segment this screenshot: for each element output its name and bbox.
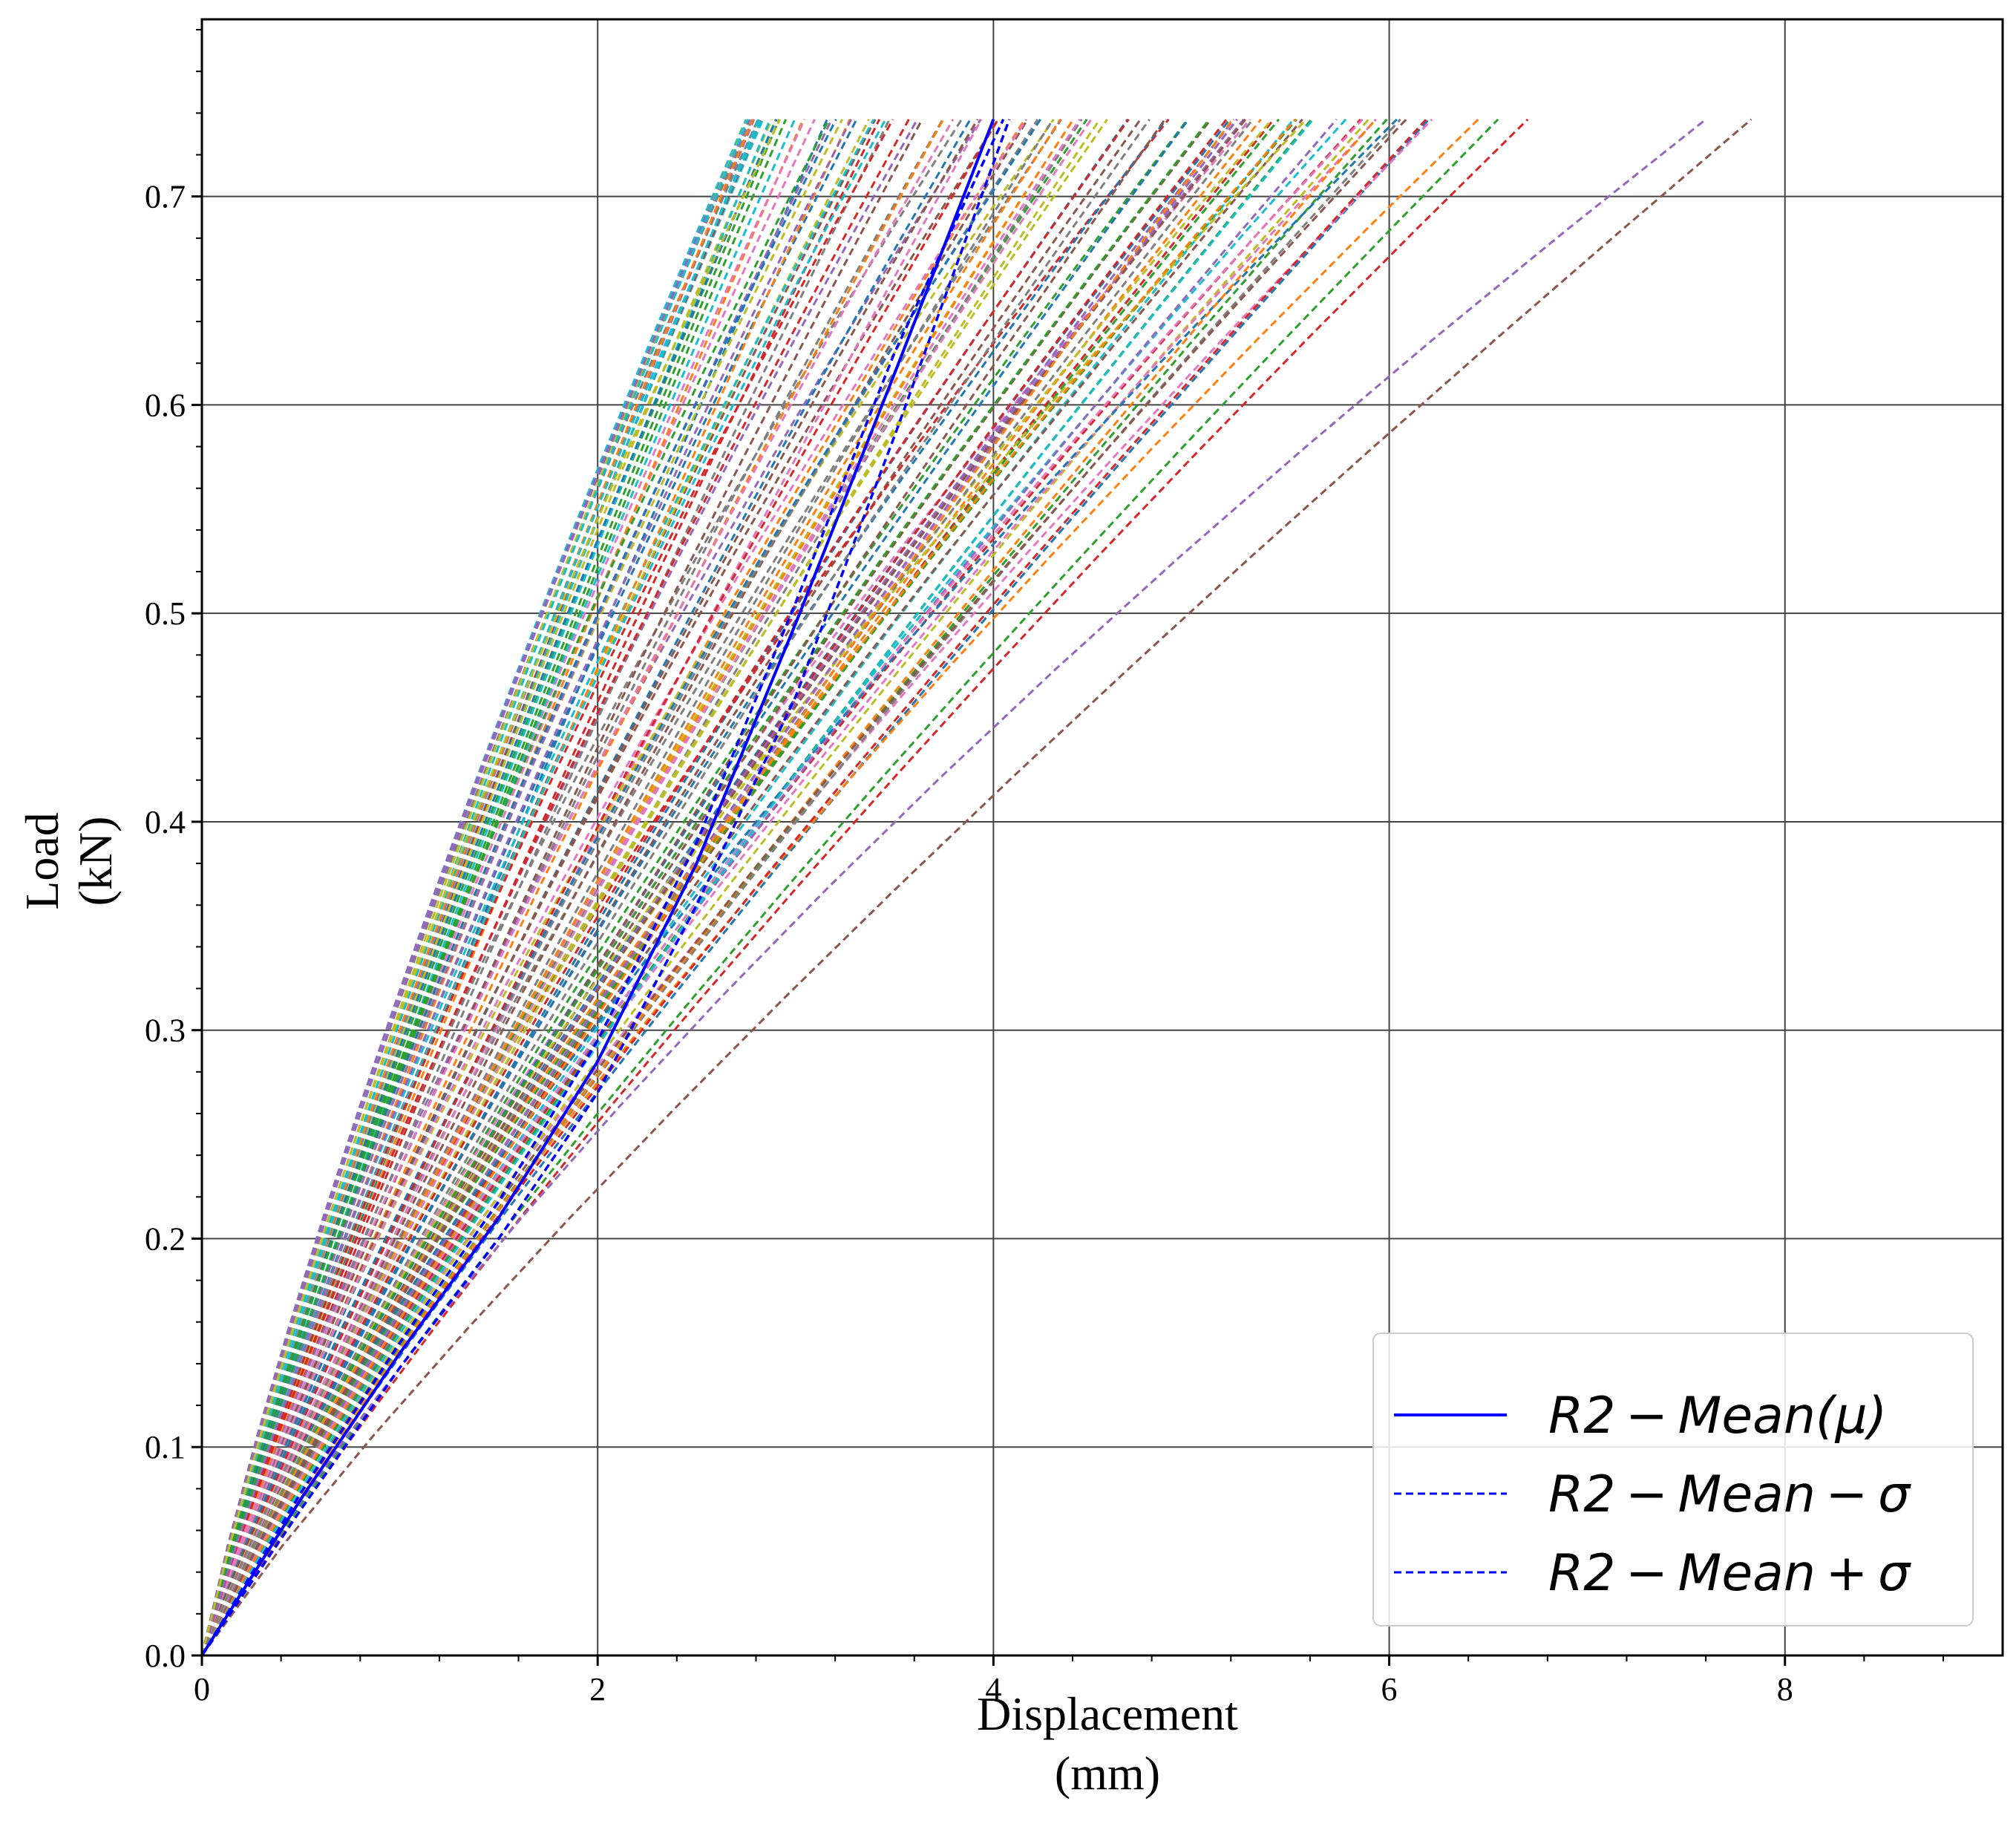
sample-curve <box>202 118 1295 1655</box>
plot-frame <box>200 18 2004 1657</box>
sample-curve <box>202 118 1362 1655</box>
series-line-0 <box>202 119 995 1655</box>
sample-curve <box>202 118 1129 1655</box>
x-tick-label: 2 <box>589 1671 606 1707</box>
x-axis-title: Displacement <box>977 1687 1238 1740</box>
series-line-2 <box>202 119 1005 1655</box>
sample-curve <box>202 118 1108 1655</box>
sample-curve <box>202 118 1168 1655</box>
x-tick-label: 6 <box>1381 1671 1398 1707</box>
x-tick-label: 4 <box>985 1671 1001 1707</box>
sample-curve <box>202 119 894 1655</box>
y-axis-title: Load <box>16 812 68 910</box>
sample-curve <box>202 118 1151 1655</box>
sample-curve <box>202 119 955 1655</box>
legend-label-mean-minus-sigma: R2 − Mean − σ <box>1548 1465 1911 1524</box>
sample-curve <box>202 118 1247 1655</box>
sample-curve <box>202 118 1315 1655</box>
legend-label-mean-plus-sigma: R2 − Mean + σ <box>1548 1544 1911 1603</box>
y-axis-unit: (kN) <box>69 817 122 906</box>
sample-curve <box>202 118 1430 1655</box>
sample-curve <box>202 118 1752 1655</box>
legend-label-mean: R2 − Mean(μ) <box>1548 1387 1887 1445</box>
sample-curve <box>202 118 1377 1655</box>
y-tick-label: 0.5 <box>145 595 186 632</box>
y-tick-label: 0.4 <box>145 804 186 840</box>
statistic-curves <box>202 119 1011 1655</box>
sample-curve <box>202 119 1029 1655</box>
sample-curve <box>202 118 1081 1655</box>
sample-curve <box>202 118 1101 1655</box>
sample-curve <box>202 119 805 1655</box>
sample-curve <box>202 118 1254 1655</box>
y-tick-label: 0.0 <box>145 1638 186 1674</box>
legend: R2 − Mean(μ) R2 − Mean − σ R2 − Mean + σ <box>1372 1333 1974 1627</box>
sample-curve <box>202 119 781 1655</box>
sample-curve <box>202 118 1028 1655</box>
sample-curve <box>202 119 751 1655</box>
sample-curve <box>202 118 1075 1655</box>
sample-curve <box>202 118 1297 1655</box>
y-tick-label: 0.2 <box>145 1220 186 1257</box>
sample-curve <box>202 119 875 1655</box>
y-tick-label: 0.6 <box>145 387 186 423</box>
sample-curve <box>202 119 923 1655</box>
sample-curve <box>202 119 831 1655</box>
y-tick-label: 0.7 <box>145 179 186 215</box>
sample-curve <box>202 118 1075 1655</box>
sample-curve <box>202 118 1041 1655</box>
sample-curve <box>202 119 999 1655</box>
sample-curve <box>202 118 1364 1655</box>
sample-curve <box>202 118 1211 1655</box>
legend-box <box>1372 1333 1974 1627</box>
y-tick-label: 0.1 <box>145 1429 186 1465</box>
sample-curve <box>202 119 910 1655</box>
sample-curve <box>202 119 858 1655</box>
sample-curve <box>202 118 1707 1655</box>
x-axis-unit: (mm) <box>1055 1747 1160 1799</box>
sample-curve <box>202 119 919 1655</box>
axis-ticks <box>192 29 1945 1666</box>
sample-curve <box>202 119 853 1655</box>
sample-curve <box>202 118 1262 1655</box>
sample-curve <box>202 118 1303 1655</box>
sample-curve <box>202 118 982 1655</box>
sample-curve <box>202 119 781 1655</box>
x-tick-label: 8 <box>1777 1671 1793 1707</box>
sample-curve <box>202 118 1142 1655</box>
sample-curve <box>202 118 1130 1655</box>
sample-curve <box>202 119 972 1655</box>
sample-curve <box>202 119 750 1655</box>
grid <box>202 19 2003 1655</box>
y-tick-label: 0.3 <box>145 1013 186 1049</box>
y-axis-title-group: Load (kN) <box>16 812 122 910</box>
sample-curve <box>202 119 887 1655</box>
sample-curve <box>202 119 763 1655</box>
sample-curve <box>202 118 1338 1655</box>
sample-curve <box>202 118 1093 1655</box>
sample-curve <box>202 118 1529 1655</box>
x-tick-label: 0 <box>194 1671 210 1707</box>
axis-tick-labels: 0 2 4 6 8 0.0 0.1 0.2 0.3 0.4 0.5 0.6 0.7 <box>145 179 1793 1707</box>
